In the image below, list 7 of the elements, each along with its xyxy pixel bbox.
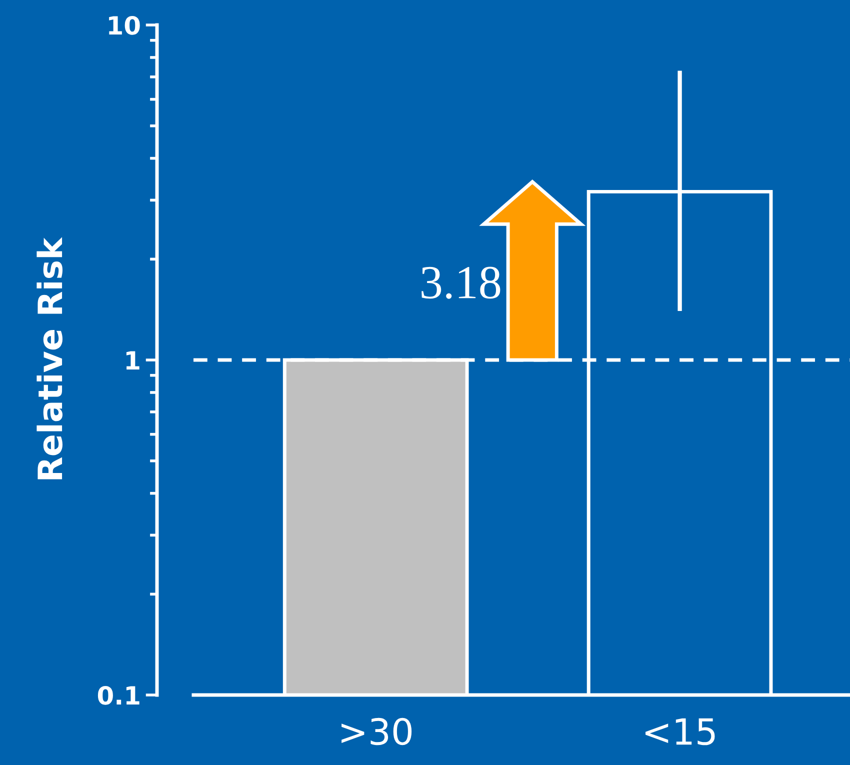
x-tick-label: <15 xyxy=(646,718,715,746)
annotation: 3.18 xyxy=(422,266,500,299)
y-axis-title: Relative Risk xyxy=(36,237,63,480)
x-tick-label: >30 xyxy=(342,718,412,746)
y-tick-label: 0.1 xyxy=(98,686,140,705)
y-tick-label: 10 xyxy=(109,16,140,35)
y-tick-label: 1 xyxy=(126,351,140,370)
